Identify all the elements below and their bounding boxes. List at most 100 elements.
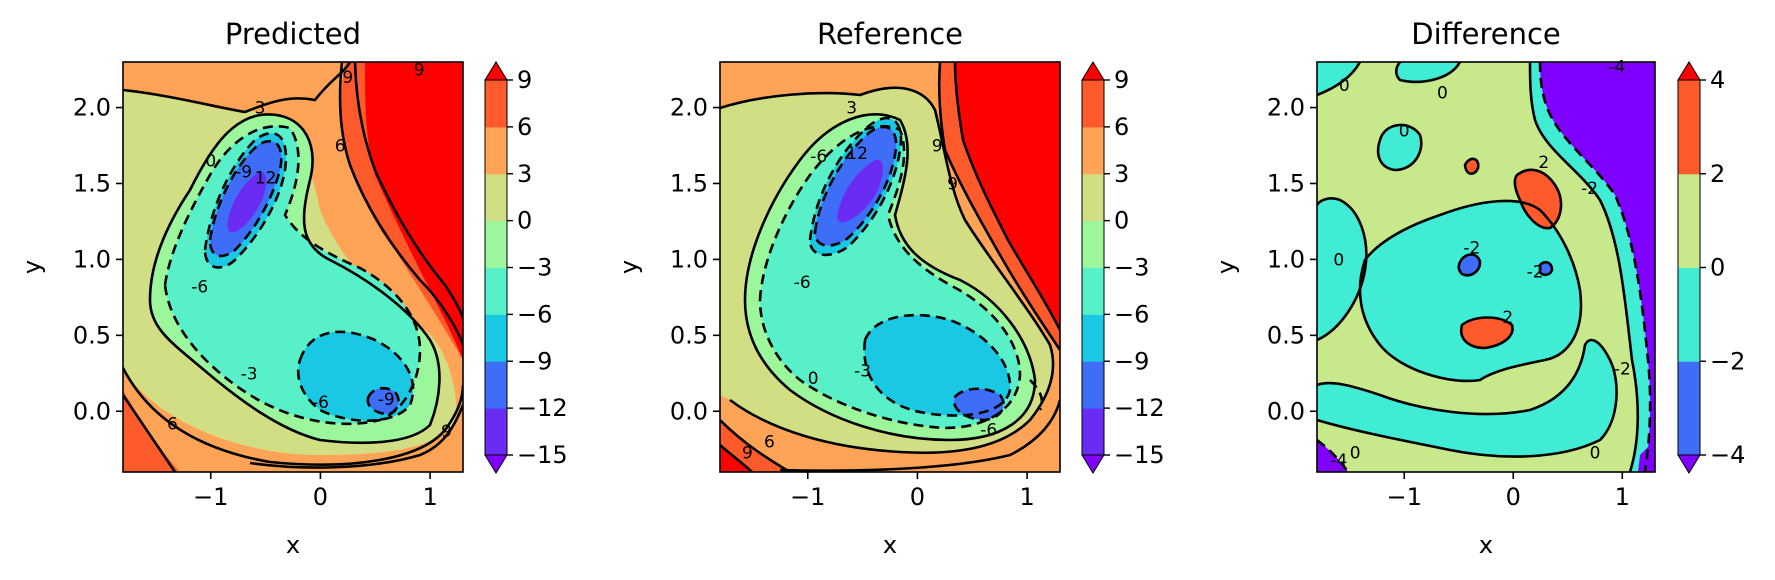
colorbar-tick-label: 0	[1114, 207, 1129, 235]
x-tick-label: 0	[313, 483, 328, 511]
colorbar-segment	[485, 408, 507, 456]
colorbar-segment	[1082, 267, 1104, 315]
x-ticks: −1 0 1	[790, 472, 1035, 511]
panel-difference: Difference	[1212, 17, 1745, 559]
colorbar-segment	[1082, 220, 1104, 268]
contour-label: -3	[854, 361, 871, 381]
colorbar-tick-label: −4	[1710, 441, 1745, 469]
colorbar: −15 −12 −9 −6 −3 0 3 6 9	[484, 61, 568, 474]
colorbar-tick-label: −15	[1114, 441, 1165, 469]
y-tick-label: 0.5	[670, 321, 708, 349]
colorbar-tick-label: −9	[517, 347, 552, 375]
contour-label: 12	[846, 144, 868, 164]
colorbar-tick-label: −12	[517, 394, 568, 422]
colorbar-tick-label: 3	[1114, 160, 1129, 188]
contour-labels: 0 00-42-20-2-22-20-4 0	[1330, 58, 1630, 471]
y-tick-label: 0.5	[1267, 321, 1305, 349]
contour-label: 0	[1590, 443, 1601, 463]
colorbar-extend-top	[1677, 61, 1701, 81]
x-tick-label: −1	[1387, 483, 1422, 511]
contour-label: 0	[1437, 83, 1448, 103]
colorbar-segment	[485, 314, 507, 362]
x-tick-label: 0	[1506, 483, 1521, 511]
x-tick-label: −1	[193, 483, 228, 511]
y-axis-label: y	[1212, 260, 1240, 274]
x-ticks: −1 0 1	[1387, 472, 1630, 511]
panel-title: Reference	[817, 17, 963, 51]
y-axis-label: y	[18, 260, 46, 274]
contour-label: -6	[810, 147, 827, 167]
colorbar-tick-label: −6	[1114, 300, 1149, 328]
x-tick-label: −1	[790, 483, 825, 511]
contour-fill	[1317, 62, 1655, 472]
contour-label: -6	[312, 393, 329, 413]
x-axis-label: x	[286, 531, 300, 559]
contour-label: 0	[1399, 121, 1410, 141]
y-ticks: 0.0 0.5 1.0 1.5 2.0	[1267, 94, 1317, 425]
y-tick-label: 1.0	[670, 245, 708, 273]
contour-label: 2	[1502, 308, 1513, 328]
panel-title: Predicted	[225, 17, 361, 51]
colorbar-segment	[1082, 314, 1104, 362]
colorbar-segment	[1082, 361, 1104, 409]
y-tick-label: 0.0	[1267, 397, 1305, 425]
y-ticks: 0.0 0.5 1.0 1.5 2.0	[73, 94, 123, 425]
colorbar-extend-top	[1081, 61, 1105, 81]
colorbar-segment	[485, 361, 507, 409]
colorbar-segment	[1678, 267, 1700, 362]
colorbar-segment	[1082, 126, 1104, 175]
y-tick-label: 2.0	[73, 94, 111, 122]
contour-label: 3	[255, 99, 266, 119]
contour-label: -2	[1614, 360, 1631, 380]
contour-lines	[1317, 62, 1652, 472]
colorbar-tick-label: −9	[1114, 347, 1149, 375]
contour-label: 0	[205, 152, 216, 172]
colorbar-tick-label: 0	[1710, 254, 1725, 282]
colorbar-tick-label: 0	[517, 207, 532, 235]
colorbar-tick-label: −6	[517, 300, 552, 328]
colorbar-segment	[485, 80, 507, 128]
axes-frame	[1316, 61, 1656, 473]
y-tick-label: 1.0	[1267, 245, 1305, 273]
y-axis-label: y	[615, 260, 643, 274]
colorbar-tick-label: 6	[1114, 113, 1129, 141]
contour-label: -4	[1608, 58, 1625, 78]
colorbar-tick-label: 9	[517, 66, 532, 94]
panel-predicted: Predicted	[18, 17, 568, 559]
colorbar-segment	[1082, 80, 1104, 128]
axes-frame	[719, 61, 1061, 473]
x-tick-label: 1	[1019, 483, 1034, 511]
contour-label: 6	[167, 414, 178, 434]
colorbar-tick-label: 2	[1710, 160, 1725, 188]
x-tick-label: 1	[1615, 483, 1630, 511]
colorbar-segment	[1678, 361, 1700, 456]
x-axis-label: x	[1479, 531, 1493, 559]
y-ticks: 0.0 0.5 1.0 1.5 2.0	[670, 94, 720, 425]
colorbar-segment	[1082, 408, 1104, 456]
y-tick-label: 1.5	[1267, 169, 1305, 197]
colorbar-segment	[485, 173, 507, 222]
x-ticks: −1 0 1	[193, 472, 438, 511]
contour-label: 9	[441, 422, 452, 442]
colorbar-extend-bottom	[1677, 454, 1701, 474]
colorbar-tick-label: 9	[1114, 66, 1129, 94]
y-tick-label: 2.0	[670, 94, 708, 122]
y-tick-label: 1.5	[670, 169, 708, 197]
contour-label: -9	[235, 162, 252, 182]
panel-reference: Reference	[615, 17, 1165, 559]
contour-label: 9	[947, 174, 958, 194]
colorbar-extend-bottom	[1081, 454, 1105, 474]
contour-fill	[123, 62, 463, 472]
contour-label: 0	[1333, 250, 1344, 270]
axes-frame	[122, 61, 464, 473]
colorbar-extend-bottom	[484, 454, 508, 474]
contour-label: 9	[342, 68, 353, 88]
contour-label: -6	[794, 273, 811, 293]
contour-label: -6	[191, 278, 208, 298]
contour-label: 6	[335, 137, 346, 157]
contour-lines	[123, 62, 463, 472]
contour-fill	[720, 62, 1060, 472]
colorbar: −15 −12 −9 −6 −3 0 3 6 9	[1081, 61, 1165, 474]
colorbar-segment	[1678, 173, 1700, 268]
